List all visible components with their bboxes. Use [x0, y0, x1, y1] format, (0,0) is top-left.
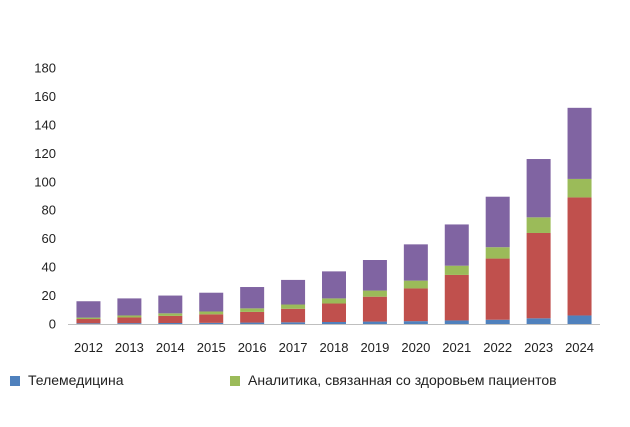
bar-segment-2023-s4: [526, 159, 551, 218]
bar-segment-2024-s3: [567, 178, 592, 198]
y-tick-label: 120: [34, 146, 56, 161]
x-tick-label: 2013: [115, 340, 144, 355]
bar-stack-2018: [322, 271, 346, 324]
y-tick-label: 100: [34, 174, 56, 189]
bar-segment-2022-s1: [485, 319, 510, 324]
bar-segment-2019-s1: [362, 321, 387, 324]
bar-stack-2024: [567, 107, 592, 324]
bar-segment-2023-s2: [526, 232, 551, 319]
x-tick-label: 2018: [320, 340, 349, 355]
bar-segment-2019-s4: [362, 260, 387, 291]
bar-stack-2012: [76, 301, 101, 324]
x-tick-label: 2023: [524, 340, 553, 355]
bar-segment-2019-s2: [362, 296, 387, 322]
legend-swatch-telemedicine: [10, 376, 20, 386]
bar-stack-2019: [362, 260, 387, 324]
x-tick-label: 2012: [74, 340, 103, 355]
bar-stack-2017: [281, 279, 306, 324]
bar-stack-2013: [117, 298, 142, 324]
bar-segment-2024-s2: [567, 197, 592, 316]
bar-segment-2022-s4: [485, 196, 510, 248]
bar-segment-2013-s4: [117, 298, 142, 316]
bar-segment-2012-s3: [76, 317, 101, 320]
bar-segment-2018-s1: [322, 322, 346, 324]
bar-stack-2020: [403, 244, 428, 324]
bar-segment-2021-s3: [444, 265, 469, 275]
bar-segment-2012-s4: [76, 301, 101, 318]
bar-segment-2023-s1: [526, 318, 551, 324]
bar-segment-2020-s3: [403, 280, 428, 289]
bar-stack-2015: [199, 292, 224, 324]
bar-segment-2022-s2: [485, 258, 510, 320]
x-axis: 2012 2013 2014 2015 2016 2017 2018 2019 2020 2021…: [74, 340, 594, 355]
legend-label-patient-analytics: Аналитика, связанная со здоровьем пациен…: [248, 372, 557, 388]
bar-segment-2018-s4: [322, 271, 346, 299]
bar-segment-2015-s2: [199, 314, 224, 323]
bar-segment-2018-s3: [322, 298, 346, 304]
bar-segment-2014-s3: [158, 313, 183, 316]
bar-segment-2016-s4: [240, 287, 265, 309]
bar-segment-2019-s3: [362, 290, 387, 297]
bar-stack-2022: [485, 196, 510, 324]
bar-segment-2023-s3: [526, 217, 551, 233]
x-tick-label: 2021: [442, 340, 471, 355]
y-tick-label: 40: [42, 260, 56, 275]
legend-swatch-patient-analytics: [230, 376, 240, 386]
bar-segment-2013-s1: [117, 323, 142, 324]
x-tick-label: 2015: [197, 340, 226, 355]
y-axis: 0 20 40 60 80 100 120 140 160 180: [34, 61, 600, 332]
y-tick-label: 0: [49, 317, 56, 332]
bar-segment-2015-s3: [199, 311, 224, 315]
bar-segment-2021-s1: [444, 320, 469, 324]
bar-segment-2022-s3: [485, 247, 510, 259]
legend-item-telemedicine: Телемедицина: [10, 372, 124, 388]
bar-segment-2017-s1: [281, 322, 306, 324]
bar-segment-2016-s3: [240, 308, 265, 312]
bar-segment-2024-s4: [567, 107, 592, 179]
y-tick-label: 60: [42, 231, 56, 246]
y-tick-label: 80: [42, 203, 56, 218]
legend: Телемедицина Аналитика, связанная со здо…: [10, 372, 630, 392]
bar-segment-2012-s2: [76, 319, 101, 324]
bar-segment-2020-s4: [403, 244, 428, 281]
x-tick-label: 2020: [401, 340, 430, 355]
x-tick-label: 2019: [360, 340, 389, 355]
bar-segment-2013-s3: [117, 315, 142, 318]
bar-segment-2014-s2: [158, 315, 183, 324]
bar-stack-2021: [444, 224, 469, 324]
bar-segment-2020-s1: [403, 321, 428, 324]
x-tick-label: 2022: [483, 340, 512, 355]
bar-segment-2017-s3: [281, 304, 306, 309]
y-tick-label: 160: [34, 89, 56, 104]
bar-stack-2014: [158, 295, 183, 324]
y-tick-label: 140: [34, 117, 56, 132]
y-tick-label: 20: [42, 288, 56, 303]
bar-segment-2014-s1: [158, 323, 183, 324]
bar-segment-2017-s2: [281, 308, 306, 323]
bar-segment-2018-s2: [322, 303, 346, 323]
bar-segment-2021-s2: [444, 274, 469, 321]
bar-segment-2012-s1: [76, 323, 101, 324]
bar-segment-2020-s2: [403, 288, 428, 322]
bar-stacks: [76, 107, 592, 324]
bar-segment-2021-s4: [444, 224, 469, 266]
x-tick-label: 2014: [156, 340, 185, 355]
bar-segment-2015-s1: [199, 322, 224, 324]
bar-segment-2016-s2: [240, 311, 265, 323]
bar-segment-2024-s1: [567, 315, 592, 324]
bar-segment-2014-s4: [158, 295, 183, 314]
legend-label-telemedicine: Телемедицина: [28, 372, 124, 388]
x-tick-label: 2017: [279, 340, 308, 355]
bar-segment-2013-s2: [117, 317, 142, 324]
bar-stack-2016: [240, 287, 265, 324]
bar-segment-2017-s4: [281, 279, 306, 305]
y-tick-label: 180: [34, 61, 56, 76]
bar-segment-2016-s1: [240, 322, 265, 324]
x-tick-label: 2024: [565, 340, 594, 355]
x-tick-label: 2016: [238, 340, 267, 355]
bar-segment-2015-s4: [199, 292, 224, 312]
bar-stack-2023: [526, 159, 551, 324]
legend-item-patient-analytics: Аналитика, связанная со здоровьем пациен…: [230, 372, 557, 388]
